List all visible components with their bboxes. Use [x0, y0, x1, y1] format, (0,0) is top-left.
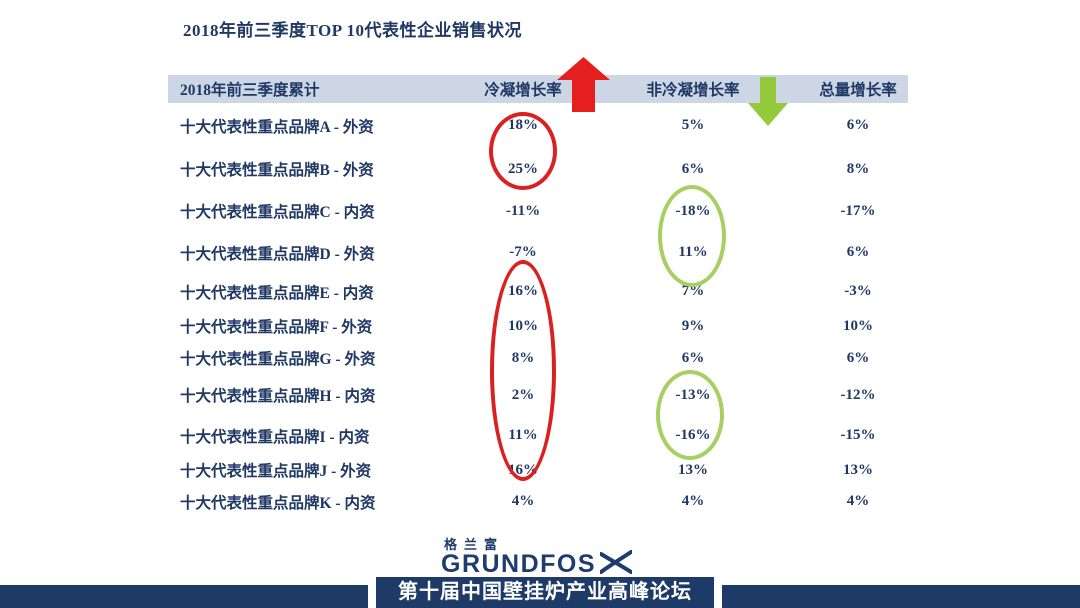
total-cell: 4% [846, 493, 870, 509]
logo-wordmark: GRUNDFOS [441, 550, 597, 578]
header-noncondensing-growth: 非冷凝增长率 [646, 82, 740, 99]
noncondensing-cell: 6% [681, 349, 705, 366]
red-circle-annotation [490, 260, 556, 481]
green-circle-annotation [656, 370, 724, 460]
total-cell: 10% [843, 317, 873, 334]
brand-cell: 十大代表性重点品牌A - 外资 [180, 118, 374, 136]
noncondensing-cell: 7% [681, 283, 705, 299]
total-cell: -3% [844, 283, 872, 299]
total-cell: 8% [846, 160, 870, 177]
grundfos-logo: 格兰富 GRUNDFOS [441, 537, 633, 578]
brand-cell: 十大代表性重点品牌I - 内资 [180, 428, 370, 446]
condensing-cell: 4% [511, 493, 535, 509]
page-title: 2018年前三季度TOP 10代表性企业销售状况 [183, 21, 522, 40]
table-row: 十大代表性重点品牌C - 内资 -11% -18% -17% [168, 190, 908, 232]
condensing-cell: -7% [509, 244, 537, 260]
table-row: 十大代表性重点品牌K - 内资 4% 4% 4% [168, 485, 908, 518]
brand-cell: 十大代表性重点品牌H - 内资 [180, 388, 376, 405]
total-cell: -12% [840, 386, 876, 403]
condensing-cell: -11% [505, 202, 541, 219]
green-circle-annotation [658, 185, 726, 287]
header-period: 2018年前三季度累计 [180, 82, 320, 99]
grundfos-x-icon [600, 550, 633, 574]
total-cell: -17% [840, 202, 876, 219]
brand-cell: 十大代表性重点品牌G - 外资 [180, 351, 376, 368]
footer-bar-right [722, 585, 1080, 608]
noncondensing-cell: 9% [681, 317, 705, 334]
header-total-growth: 总量增长率 [819, 82, 897, 99]
logo-chinese-name: 格兰富 [444, 537, 505, 552]
brand-cell: 十大代表性重点品牌D - 外资 [180, 245, 375, 263]
brand-cell: 十大代表性重点品牌F - 外资 [180, 319, 373, 336]
brand-cell: 十大代表性重点品牌E - 内资 [180, 284, 374, 302]
red-circle-annotation [489, 112, 557, 190]
table-row: 十大代表性重点品牌D - 外资 -7% 11% 6% [168, 232, 908, 273]
noncondensing-cell: 5% [681, 117, 705, 133]
brand-cell: 十大代表性重点品牌J - 外资 [180, 463, 372, 480]
footer-banner: 第十届中国壁挂炉产业高峰论坛 [376, 577, 714, 608]
total-cell: 13% [843, 461, 873, 478]
brand-cell: 十大代表性重点品牌K - 内资 [180, 494, 376, 512]
total-cell: 6% [846, 349, 870, 366]
total-cell: 6% [846, 117, 870, 133]
total-cell: -15% [840, 427, 876, 443]
noncondensing-cell: 4% [681, 493, 705, 509]
header-condensing-growth: 冷凝增长率 [484, 82, 562, 99]
brand-cell: 十大代表性重点品牌C - 内资 [180, 204, 375, 221]
green-down-arrow-icon [748, 77, 788, 126]
noncondensing-cell: 13% [678, 461, 708, 478]
table-header-row: 2018年前三季度累计 冷凝增长率 非冷凝增长率 总量增长率 [168, 75, 908, 103]
noncondensing-cell: 6% [681, 160, 705, 177]
footer-bar-left [0, 585, 368, 608]
red-up-arrow-icon [557, 57, 610, 112]
brand-cell: 十大代表性重点品牌B - 外资 [180, 162, 374, 179]
total-cell: 6% [846, 244, 870, 260]
